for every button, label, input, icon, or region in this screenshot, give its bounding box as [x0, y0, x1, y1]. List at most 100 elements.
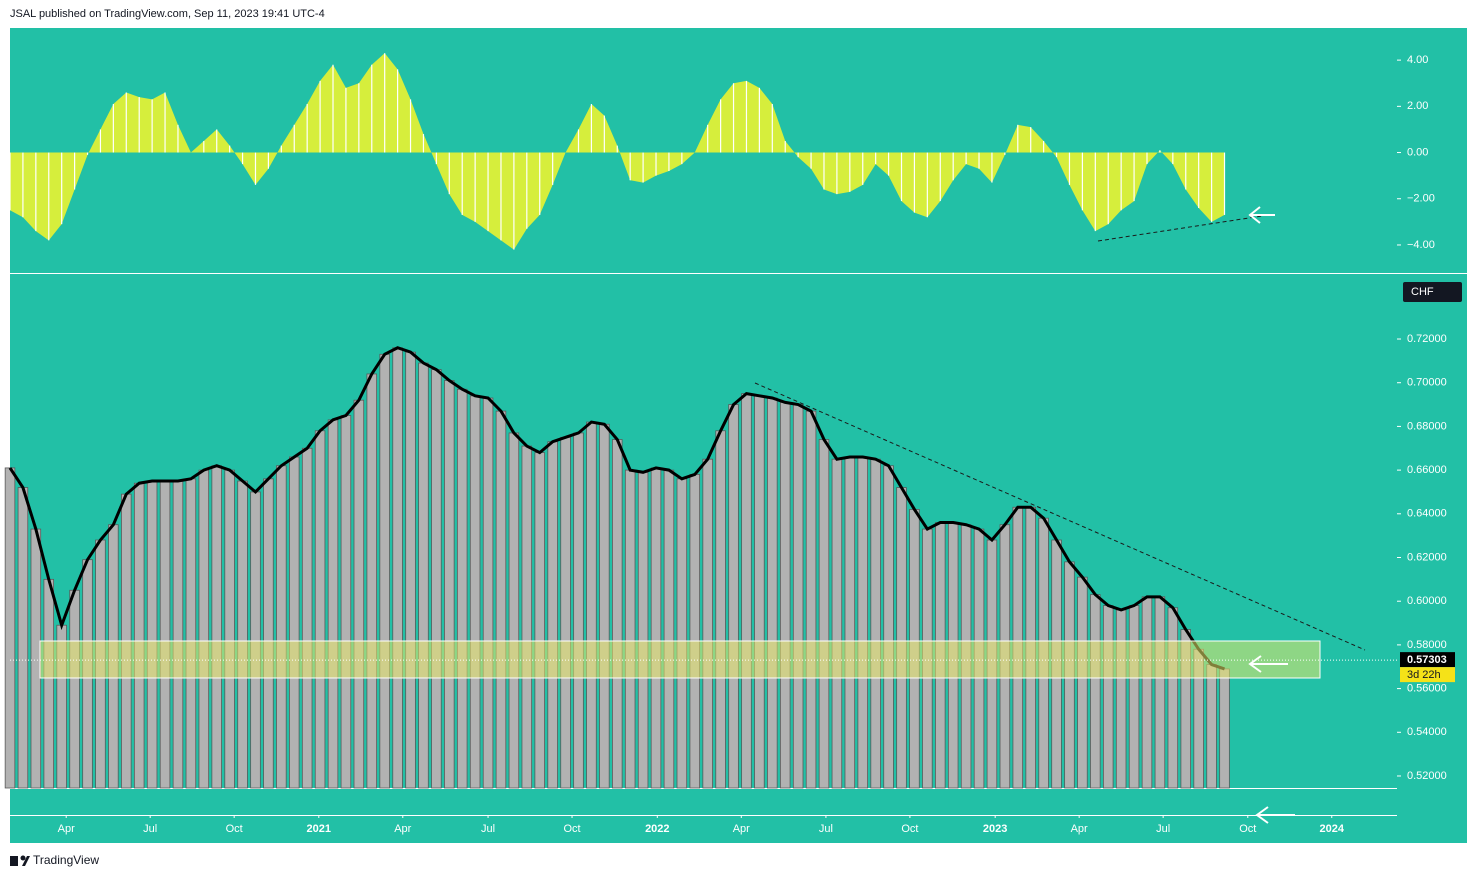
bar [586, 421, 597, 789]
bar [534, 452, 545, 789]
y-tick-label: −2.00 [1407, 193, 1435, 205]
x-tick-label: Jul [1156, 823, 1170, 835]
y-tick-label: 0.70000 [1407, 377, 1447, 389]
y-tick-label: 0.58000 [1407, 639, 1447, 651]
x-tick-label: Apr [58, 823, 75, 835]
y-tick-label: 0.64000 [1407, 508, 1447, 520]
bar [43, 578, 55, 789]
bar [146, 480, 158, 789]
bar [612, 439, 623, 789]
bar [30, 528, 42, 789]
y-tick-label: 0.72000 [1407, 333, 1447, 345]
bar [1128, 605, 1140, 789]
x-tick-label: Oct [901, 823, 918, 835]
bar [289, 456, 300, 789]
y-tick-label: −4.00 [1407, 239, 1435, 251]
y-tick-label: 0.52000 [1407, 770, 1447, 782]
bar [482, 397, 494, 789]
x-tick-label: Apr [394, 823, 411, 835]
x-tick-label: Oct [563, 823, 580, 835]
y-tick-label: 0.00 [1407, 146, 1428, 158]
currency-label: CHF [1411, 286, 1434, 298]
bar [431, 369, 442, 789]
bar [637, 471, 649, 789]
x-tick-label: Oct [1239, 823, 1256, 835]
bar [340, 415, 352, 789]
bar [469, 395, 481, 789]
bar [818, 439, 830, 789]
bar [17, 487, 29, 789]
footer: TradingView [33, 853, 99, 867]
bar [237, 480, 248, 789]
bar [573, 432, 584, 789]
bar [456, 388, 468, 789]
bar [198, 469, 210, 789]
bar [366, 373, 378, 789]
bar [741, 393, 752, 789]
bar [702, 458, 713, 789]
bar [1206, 664, 1217, 789]
bar [792, 404, 804, 789]
header: JSAL published on TradingView.com, Sep 1… [10, 8, 325, 20]
x-tick-label: Apr [1071, 823, 1088, 835]
x-tick-label: 2021 [307, 823, 331, 835]
bar [1167, 607, 1179, 789]
bar [624, 469, 636, 789]
bar [689, 474, 701, 789]
y-tick-label: 0.54000 [1407, 726, 1447, 738]
bar [650, 467, 662, 789]
bar [185, 478, 197, 789]
bar [159, 480, 171, 789]
bar [392, 347, 403, 789]
bar [857, 456, 868, 789]
y-tick-label: 2.00 [1407, 100, 1428, 112]
x-tick-label: Jul [143, 823, 157, 835]
bar [779, 401, 791, 789]
bar [560, 436, 571, 789]
bar [405, 351, 416, 789]
bar [547, 441, 558, 789]
bar [599, 423, 610, 789]
arrow [1248, 206, 1275, 224]
bar [844, 456, 856, 789]
bar [870, 458, 881, 789]
arrow [1248, 655, 1288, 673]
x-tick-label: Jul [481, 823, 495, 835]
bar [1141, 596, 1153, 789]
bar [508, 432, 520, 789]
bar [1219, 668, 1230, 789]
bar [327, 419, 339, 789]
bar [883, 465, 894, 789]
x-tick-label: 2022 [645, 823, 669, 835]
bar [276, 465, 287, 789]
bar [754, 395, 765, 789]
bar [250, 491, 261, 789]
bar [831, 458, 843, 789]
bar [663, 469, 675, 789]
bar [172, 480, 184, 789]
price-pane [4, 346, 1230, 789]
bar [211, 465, 222, 789]
price-line [8, 346, 1225, 671]
bar [301, 447, 313, 789]
trendline [754, 382, 1366, 651]
x-tick-label: Apr [733, 823, 750, 835]
bar [1077, 576, 1088, 789]
x-tick-label: 2023 [983, 823, 1007, 835]
currency-badge [1403, 282, 1462, 302]
countdown-label: 3d 22h [1407, 669, 1441, 681]
y-tick-label: 0.60000 [1407, 595, 1447, 607]
x-tick-label: 2024 [1320, 823, 1345, 835]
bar [1154, 596, 1166, 789]
y-tick-label: 0.66000 [1407, 464, 1447, 476]
y-tick-label: 0.62000 [1407, 551, 1447, 563]
bar [1090, 594, 1101, 789]
bar [805, 410, 817, 789]
footer-logo [10, 855, 30, 866]
bar [133, 482, 145, 789]
bar [767, 397, 778, 789]
bar [521, 445, 533, 789]
x-tick-label: Jul [819, 823, 833, 835]
bar [69, 589, 80, 789]
